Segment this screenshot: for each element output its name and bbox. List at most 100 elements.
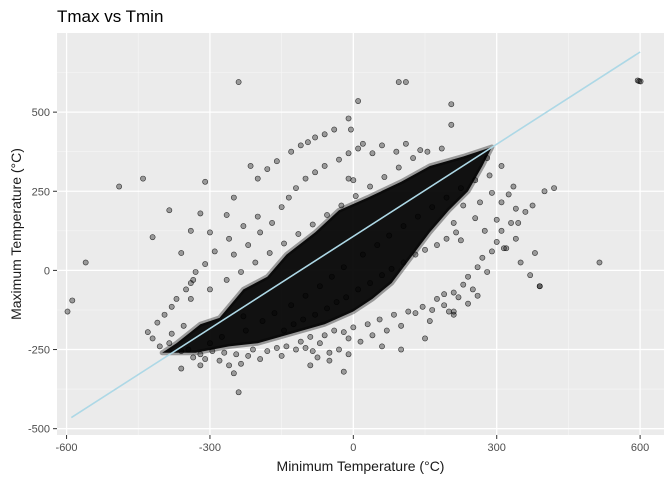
scatter-point xyxy=(429,307,436,313)
scatter-point xyxy=(357,338,364,345)
scatter-point xyxy=(154,319,161,326)
scatter-point xyxy=(180,322,187,329)
scatter-point xyxy=(498,227,505,234)
scatter-point xyxy=(512,205,519,212)
scatter-point xyxy=(187,227,194,234)
scatter-point xyxy=(207,286,213,293)
scatter-point xyxy=(345,150,352,157)
scatter-point xyxy=(324,212,330,218)
major-gridlines xyxy=(57,33,664,435)
scatter-point xyxy=(489,189,495,196)
scatter-point xyxy=(460,281,467,288)
scatter-point xyxy=(202,356,209,362)
scatter-point xyxy=(367,280,373,286)
scatter-point xyxy=(465,300,471,307)
y-tick-label: -500 xyxy=(28,424,50,436)
scatter-point xyxy=(417,147,424,154)
scatter-point xyxy=(474,292,481,299)
scatter-point xyxy=(257,229,264,236)
scatter-point xyxy=(273,158,280,165)
scatter-point xyxy=(316,340,323,347)
scatter-point xyxy=(333,299,340,305)
scatter-point xyxy=(340,264,347,271)
scatter-point xyxy=(273,345,280,351)
scatter-point xyxy=(281,327,287,334)
scatter-point xyxy=(187,295,194,302)
scatter-point xyxy=(140,175,146,182)
scatter-point xyxy=(295,231,302,237)
scatter-point xyxy=(202,261,209,267)
scatter-point xyxy=(285,194,292,201)
scatter-point xyxy=(173,295,180,302)
scatter-point xyxy=(532,250,538,256)
scatter-point xyxy=(403,79,409,85)
scatter-point xyxy=(235,79,242,85)
scatter-point xyxy=(510,183,517,190)
scatter-point xyxy=(376,316,383,323)
scatter-point xyxy=(522,208,529,215)
scatter-point xyxy=(288,302,295,309)
scatter-point xyxy=(343,294,350,301)
scatter-point xyxy=(197,351,204,358)
scatter-point xyxy=(443,194,450,201)
scatter-point xyxy=(82,259,89,266)
scatter-point xyxy=(355,286,362,293)
scatter-point xyxy=(331,327,338,334)
scatter-point xyxy=(426,318,433,324)
scatter-point xyxy=(307,333,314,340)
scatter-point xyxy=(481,227,488,234)
scatter-point xyxy=(369,332,376,339)
scatter-point xyxy=(242,327,249,334)
scatter-point xyxy=(302,345,309,351)
scatter-point xyxy=(379,343,385,350)
scatter-point xyxy=(474,264,481,271)
scatter-point xyxy=(400,259,407,266)
scatter-point xyxy=(359,251,366,258)
scatter-point xyxy=(529,202,536,209)
scatter-point xyxy=(202,178,209,185)
scatter-point xyxy=(183,286,189,293)
scatter-point xyxy=(166,340,173,347)
scatter-point xyxy=(254,175,261,182)
scatter-point xyxy=(422,246,428,253)
scatter-point xyxy=(340,329,347,336)
scatter-point xyxy=(512,235,519,242)
scatter-point xyxy=(321,131,328,138)
fit-line xyxy=(70,51,641,419)
scatter-point xyxy=(379,142,385,149)
scatter-point xyxy=(352,193,359,199)
scatter-point xyxy=(355,145,362,152)
scatter-point xyxy=(498,163,505,169)
scatter-point xyxy=(211,248,218,255)
scatter-point xyxy=(424,148,431,155)
scatter-point xyxy=(395,79,402,85)
scatter-point xyxy=(116,183,123,190)
fit-line-layer xyxy=(70,51,641,419)
scatter-point xyxy=(441,302,448,309)
scatter-point xyxy=(161,311,168,318)
scatter-point xyxy=(493,239,500,245)
y-tick-label: 250 xyxy=(32,186,50,198)
scatter-point xyxy=(374,242,381,248)
scatter-point xyxy=(388,265,395,272)
scatter-point xyxy=(190,276,197,283)
data-points xyxy=(64,77,644,396)
scatter-point xyxy=(293,346,299,353)
scatter-point xyxy=(252,259,259,266)
scatter-point xyxy=(250,346,256,353)
scatter-point xyxy=(484,269,491,275)
scatter-point xyxy=(226,235,232,242)
scatter-point xyxy=(149,335,156,342)
scatter-point xyxy=(505,191,512,198)
scatter-point xyxy=(312,311,318,318)
scatter-point xyxy=(405,308,412,315)
scatter-point xyxy=(321,332,328,339)
scatter-point xyxy=(168,330,175,337)
scatter-point xyxy=(266,250,273,256)
scatter-point xyxy=(156,343,163,350)
y-tick-label: 500 xyxy=(32,107,50,119)
scatter-point xyxy=(168,303,175,310)
scatter-point xyxy=(302,175,309,182)
scatter-point xyxy=(414,213,421,220)
